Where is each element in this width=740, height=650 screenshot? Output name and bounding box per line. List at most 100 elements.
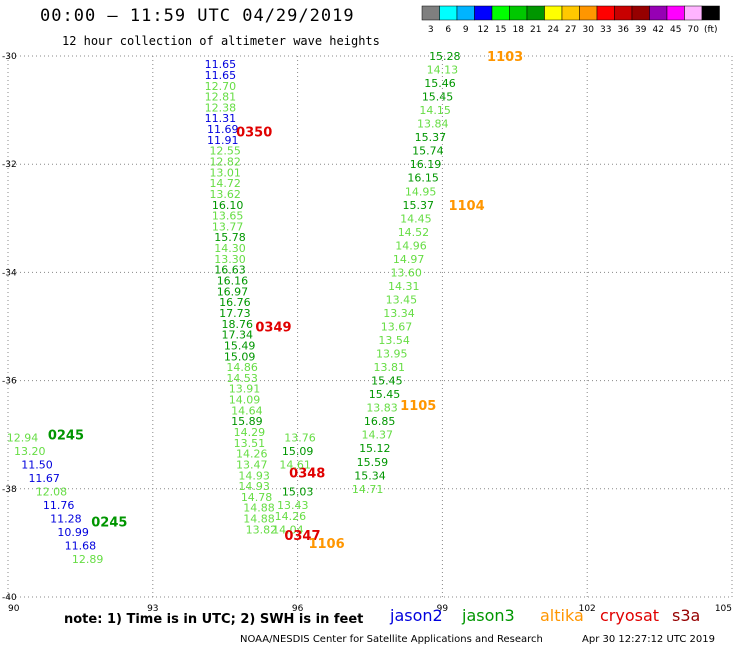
wave-height-value: 11.67 [28,472,60,485]
wave-height-value: 16.97 [217,285,249,298]
wave-height-value: 15.89 [231,415,263,428]
x-tick-label: 90 [8,604,20,614]
satellite-legend-item: jason3 [462,606,515,625]
pass-time-label: 1104 [448,199,484,214]
scale-label: 42 [653,25,664,35]
pass-time-label: 0348 [289,467,325,482]
wave-height-value: 13.65 [212,210,244,223]
wave-height-value: 14.45 [400,212,432,225]
y-tick-label: -32 [2,160,17,170]
pass-time-label: 0349 [255,321,291,336]
pass-time-label: 0245 [91,515,127,530]
wave-height-value: 14.13 [427,64,459,77]
wave-height-value: 12.89 [72,553,104,566]
wave-height-value: 13.83 [366,402,398,415]
x-tick-label: 102 [579,604,596,614]
wave-height-value: 11.50 [21,458,53,471]
scale-swatch [631,5,650,21]
pass-time-label: 1106 [308,537,344,552]
wave-height-value: 13.81 [374,361,406,374]
wave-height-value: 16.10 [212,199,244,212]
wave-height-value: 16.15 [407,172,439,185]
wave-height-value: 16.63 [214,264,246,277]
credit-timestamp: Apr 30 12:27:12 UTC 2019 [582,634,715,645]
wave-height-value: 14.15 [419,104,451,117]
wave-height-value: 11.68 [65,540,97,553]
chart-subtitle: 12 hour collection of altimeter wave hei… [62,34,380,48]
wave-height-value: 14.72 [209,177,241,190]
satellite-legend-item: cryosat [600,606,660,625]
wave-height-value: 13.84 [417,118,449,131]
wave-height-value: 11.91 [207,134,239,147]
scale-label: 6 [445,25,451,35]
wave-height-value: 15.09 [282,445,314,458]
satellite-legend-item: s3a [672,606,701,625]
wave-height-value: 10.99 [57,526,89,539]
scale-label: 3 [428,25,434,35]
wave-height-value: 14.09 [229,394,261,407]
wave-height-value: 15.12 [359,442,391,455]
wave-height-value: 12.70 [205,80,237,93]
scale-swatch [579,5,598,21]
scale-swatch [491,5,510,21]
wave-height-value: 11.65 [205,69,237,82]
wave-height-value: 16.16 [217,275,249,288]
wave-height-value: 15.45 [422,91,454,104]
satellite-legend-item: altika [540,606,584,625]
wave-height-value: 15.46 [424,77,456,90]
scale-label: 30 [583,25,595,35]
scale-swatch [701,5,720,21]
footer-note: note: 1) Time is in UTC; 2) SWH is in fe… [64,612,364,627]
wave-height-value: 15.28 [429,50,461,63]
wave-height-value: 17.34 [222,329,254,342]
y-tick-label: -36 [2,377,17,387]
scale-label: 39 [635,25,647,35]
wave-height-value: 13.20 [14,445,46,458]
scale-swatch [561,5,580,21]
wave-height-value: 14.95 [405,185,437,198]
wave-height-value: 14.37 [361,429,393,442]
wave-height-value: 15.49 [224,339,256,352]
satellite-legend-item: jason2 [390,606,443,625]
scale-swatch [544,5,563,21]
wave-height-value: 14.26 [275,510,307,523]
pass-time-label: 0245 [48,429,84,444]
wave-height-value: 12.55 [209,145,241,158]
wave-height-value: 18.76 [222,318,254,331]
wave-height-value: 12.82 [209,155,241,168]
wave-height-value: 14.93 [238,469,270,482]
plot-grid [7,55,733,598]
scale-swatch [649,5,668,21]
scale-label: (ft) [704,25,718,35]
wave-height-value: 14.93 [238,480,270,493]
scale-label: 21 [530,25,541,35]
scale-label: 24 [548,25,560,35]
wave-height-value: 14.26 [236,448,268,461]
pass-time-label: 1105 [400,399,436,414]
scale-swatch [684,5,703,21]
scale-label: 18 [513,25,525,35]
wave-height-value: 13.67 [381,321,413,334]
scale-swatch [421,5,440,21]
scale-label: 33 [600,25,611,35]
wave-height-value: 15.09 [224,350,256,363]
scale-label: 36 [618,25,630,35]
wave-height-value: 14.88 [243,502,275,515]
wave-height-value: 16.76 [219,296,251,309]
scale-label: 45 [670,25,681,35]
wave-height-value: 14.31 [388,280,420,293]
scale-label: 9 [463,25,469,35]
wave-height-value: 14.04 [272,523,304,536]
scale-swatch [439,5,458,21]
wave-height-value: 13.45 [386,293,418,306]
wave-height-value: 11.69 [207,123,239,136]
wave-height-value: 13.47 [236,458,268,471]
scale-swatch [474,5,493,21]
wave-height-value: 13.30 [214,253,246,266]
wave-height-value: 15.78 [214,231,246,244]
wave-height-value: 14.29 [234,426,266,439]
chart-title: 00:00 – 11:59 UTC 04/29/2019 [40,6,355,26]
pass-time-label: 0350 [236,126,272,141]
wave-height-value: 14.61 [279,458,311,471]
wave-height-value: 11.76 [43,499,75,512]
